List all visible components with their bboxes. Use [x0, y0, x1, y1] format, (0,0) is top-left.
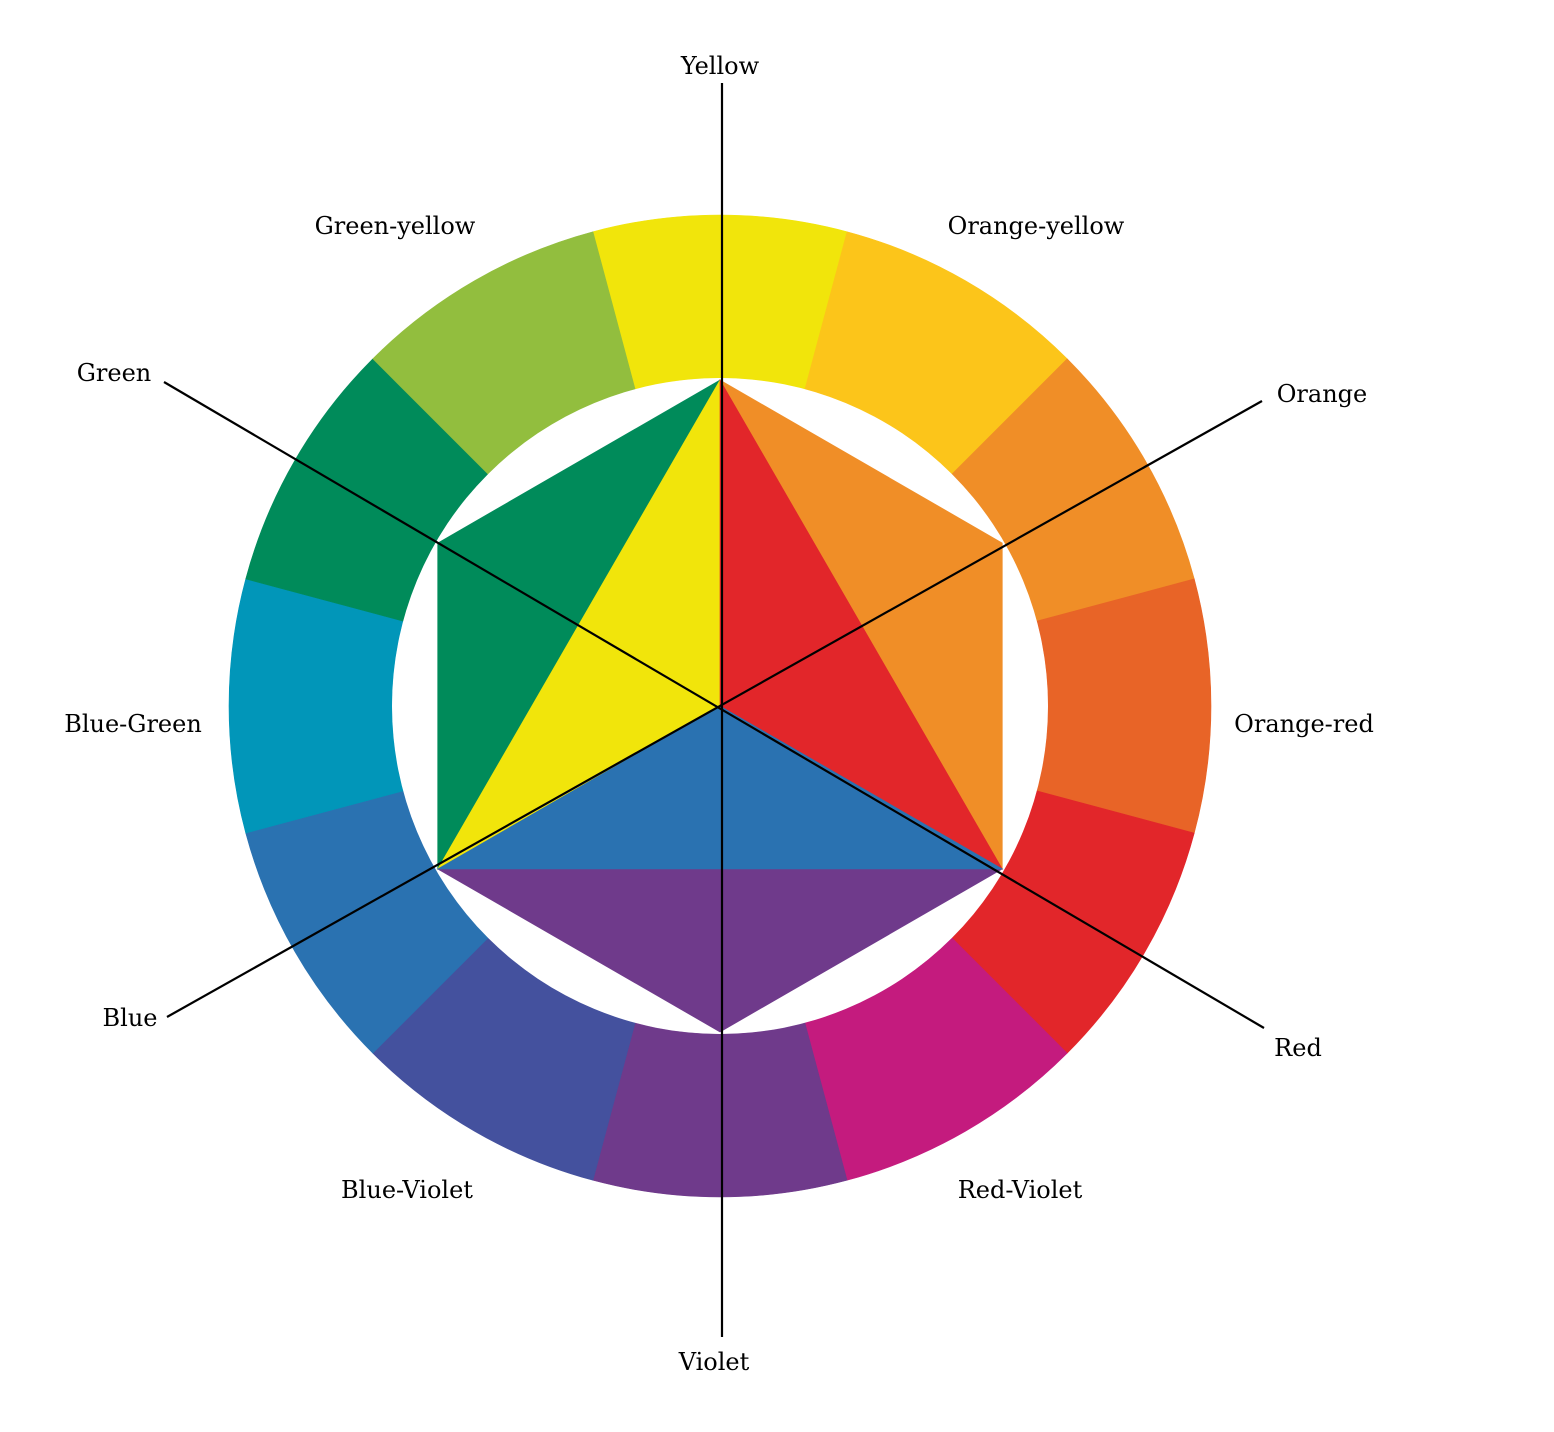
label-red-violet: Red-Violet	[958, 1176, 1083, 1204]
label-yellow: Yellow	[680, 52, 760, 80]
label-orange: Orange	[1277, 380, 1367, 408]
label-blue-violet: Blue-Violet	[341, 1176, 473, 1204]
ring-segment-blue-green	[228, 578, 404, 834]
label-blue-green: Blue-Green	[64, 710, 202, 738]
label-orange-yellow: Orange-yellow	[948, 212, 1125, 240]
primary-sector-blue	[436, 705, 1004, 870]
wheel-labels: Yellow Orange-yellow Orange Orange-red R…	[64, 52, 1374, 1376]
ring-segment-yellow	[592, 214, 848, 390]
label-orange-red: Orange-red	[1234, 710, 1374, 738]
label-red: Red	[1274, 1034, 1322, 1062]
axis-lines	[163, 83, 1265, 1337]
label-green-yellow: Green-yellow	[315, 212, 476, 240]
axis-orange-blue	[166, 400, 1263, 1018]
axis-green-red	[163, 381, 1265, 1029]
ring-segment-violet	[592, 1022, 848, 1198]
outer-ring	[228, 214, 1212, 1198]
label-blue: Blue	[103, 1004, 158, 1032]
label-green: Green	[77, 359, 152, 387]
center-hexagram	[436, 378, 1004, 1033]
label-violet: Violet	[678, 1348, 750, 1376]
ring-segment-orange-red	[1036, 578, 1212, 834]
